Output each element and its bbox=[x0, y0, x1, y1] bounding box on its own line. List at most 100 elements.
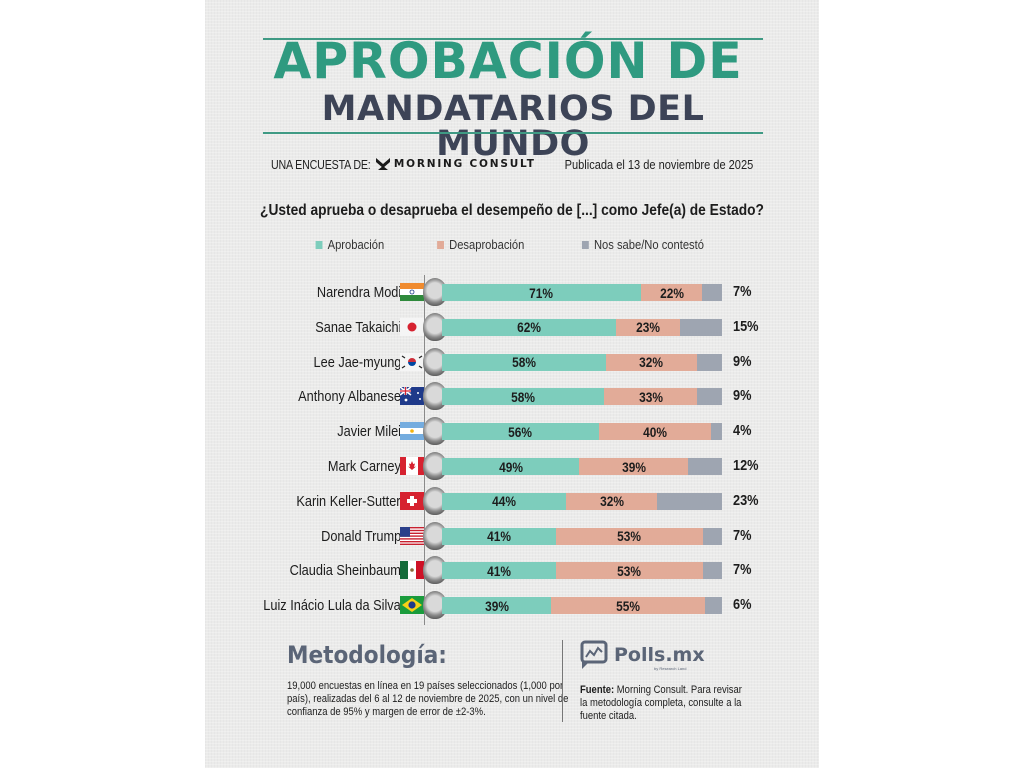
legend-item-disapproval: Desaprobación bbox=[437, 237, 525, 252]
data-label: 32% bbox=[599, 493, 624, 510]
data-label-no-answer: 7% bbox=[733, 283, 752, 300]
data-label: 23% bbox=[635, 319, 660, 336]
mexico-flag-icon bbox=[400, 561, 424, 580]
morning-consult-logo: MORNING CONSULT bbox=[375, 158, 536, 170]
data-label: 39% bbox=[621, 458, 646, 475]
bar-segment-approval: 58% bbox=[442, 353, 607, 371]
japan-flag-icon bbox=[400, 317, 424, 336]
bar-segment-no-answer bbox=[710, 423, 722, 441]
stacked-bar: 62% 23% bbox=[442, 318, 722, 336]
row-label: Luiz Inácio Lula da Silva bbox=[263, 597, 401, 615]
stacked-bar: 49% 39% bbox=[442, 458, 722, 475]
data-label: 39% bbox=[484, 597, 509, 614]
bar-segment-disapproval: 40% bbox=[598, 423, 711, 441]
chart-row: Sanae Takaichi 62% 23% 15% bbox=[205, 311, 819, 345]
bar-segment-disapproval: 53% bbox=[555, 527, 703, 545]
brazil-flag-icon bbox=[400, 596, 424, 615]
bar-segment-approval: 62% bbox=[442, 318, 616, 336]
data-label: 33% bbox=[638, 388, 663, 405]
bar-segment-no-answer bbox=[696, 388, 722, 406]
data-label-no-answer: 7% bbox=[733, 561, 752, 579]
bar-segment-no-answer bbox=[702, 527, 722, 545]
data-label: 49% bbox=[498, 458, 523, 475]
bar-segment-no-answer bbox=[705, 597, 722, 615]
chart-row: Claudia Sheinbaum 41% 53% 7% bbox=[205, 554, 819, 588]
stacked-bar: 44% 32% bbox=[442, 492, 722, 510]
bar-segment-disapproval: 55% bbox=[551, 597, 706, 615]
south-korea-flag-icon bbox=[400, 352, 424, 371]
data-label-no-answer: 4% bbox=[733, 422, 752, 440]
bar-segment-no-answer bbox=[702, 284, 722, 301]
row-label: Javier Milei bbox=[337, 423, 401, 441]
bar-segment-disapproval: 22% bbox=[640, 284, 703, 301]
title-top-rule bbox=[263, 38, 763, 40]
published-date: Publicada el 13 de noviembre de 2025 bbox=[564, 156, 753, 172]
data-label: 22% bbox=[659, 284, 684, 301]
bar-segment-approval: 58% bbox=[442, 388, 605, 406]
legend-swatch-disapproval bbox=[437, 240, 445, 249]
data-label: 44% bbox=[492, 493, 517, 510]
legend: Aprobación Desaprobación Nos sabe/No con… bbox=[205, 237, 819, 252]
legend-label-disapproval: Desaprobación bbox=[449, 237, 525, 252]
chart-row: Javier Milei 56% 40% 4% bbox=[205, 415, 819, 449]
legend-swatch-approval bbox=[316, 240, 323, 249]
legend-label-approval: Aprobación bbox=[328, 237, 385, 252]
row-label: Donald Trump bbox=[320, 527, 401, 545]
legend-item-approval: Aprobación bbox=[316, 237, 385, 252]
bar-segment-disapproval: 32% bbox=[566, 492, 657, 510]
polls-mx-logo: Polls.mx bbox=[580, 640, 705, 670]
data-label: 71% bbox=[529, 284, 554, 301]
bar-segment-disapproval: 53% bbox=[555, 562, 703, 580]
data-label: 32% bbox=[639, 354, 664, 371]
source-note: Fuente: Morning Consult. Para revisar la… bbox=[580, 684, 743, 723]
chart-row: Mark Carney 49% 39% 12% bbox=[205, 450, 819, 484]
chart-row: Karin Keller-Sutter 44% 32% 23% bbox=[205, 485, 819, 519]
methodology-text: 19,000 encuestas en línea en 19 países s… bbox=[287, 680, 569, 718]
source-label: Fuente: bbox=[580, 684, 615, 696]
bar-segment-approval: 41% bbox=[442, 562, 556, 580]
bar-segment-no-answer bbox=[656, 492, 722, 510]
bar-segment-approval: 41% bbox=[442, 527, 556, 545]
polls-chart-icon bbox=[580, 640, 608, 669]
chart-row: Donald Trump 41% 53% 7% bbox=[205, 520, 819, 554]
stacked-bar: 71% 22% bbox=[442, 284, 722, 301]
data-label: 62% bbox=[516, 319, 541, 336]
infographic-panel: APROBACIÓN DE MANDATARIOS DEL MUNDO UNA … bbox=[205, 0, 819, 768]
data-label-no-answer: 9% bbox=[733, 387, 752, 405]
data-label-no-answer: 7% bbox=[733, 526, 752, 544]
data-label: 41% bbox=[486, 528, 511, 545]
row-label: Lee Jae-myung bbox=[313, 353, 401, 371]
polls-mx-subtitle: by Research Land bbox=[654, 666, 687, 671]
data-label: 56% bbox=[508, 423, 533, 440]
data-label-no-answer: 9% bbox=[733, 352, 752, 370]
canada-flag-icon bbox=[400, 457, 424, 475]
byline: UNA ENCUESTA DE: MORNING CONSULT Publica… bbox=[265, 152, 765, 176]
row-label: Karin Keller-Sutter bbox=[296, 492, 401, 510]
bar-segment-approval: 49% bbox=[442, 458, 580, 475]
chart-row: Luiz Inácio Lula da Silva 39% 55% 6% bbox=[205, 589, 819, 623]
row-label: Claudia Sheinbaum bbox=[289, 562, 401, 580]
morning-consult-icon bbox=[375, 158, 390, 170]
stacked-bar: 41% 53% bbox=[442, 527, 722, 545]
bar-segment-approval: 71% bbox=[442, 284, 641, 301]
bar-segment-disapproval: 33% bbox=[604, 388, 697, 406]
legend-item-no-answer: Nos sabe/No contestó bbox=[581, 237, 704, 252]
data-label-no-answer: 23% bbox=[733, 491, 759, 509]
row-label: Mark Carney bbox=[328, 458, 401, 475]
india-flag-icon bbox=[400, 283, 424, 301]
data-label: 58% bbox=[511, 388, 536, 405]
data-label: 53% bbox=[617, 562, 642, 579]
stacked-bar: 56% 40% bbox=[442, 423, 722, 441]
chart-row: Lee Jae-myung 58% 32% 9% bbox=[205, 346, 819, 380]
data-label: 41% bbox=[486, 562, 511, 579]
bar-segment-approval: 56% bbox=[442, 423, 599, 441]
data-label: 53% bbox=[617, 528, 642, 545]
row-label: Sanae Takaichi bbox=[314, 318, 401, 336]
polls-mx-wordmark: Polls.mx bbox=[614, 643, 705, 666]
title-bottom-rule bbox=[263, 132, 763, 134]
bar-segment-no-answer bbox=[679, 318, 722, 336]
chart-row: Narendra Modi 71% 22% 7% bbox=[205, 276, 819, 310]
bars-axis-line bbox=[424, 275, 425, 625]
bar-segment-disapproval: 23% bbox=[615, 318, 680, 336]
argentina-flag-icon bbox=[400, 422, 424, 441]
